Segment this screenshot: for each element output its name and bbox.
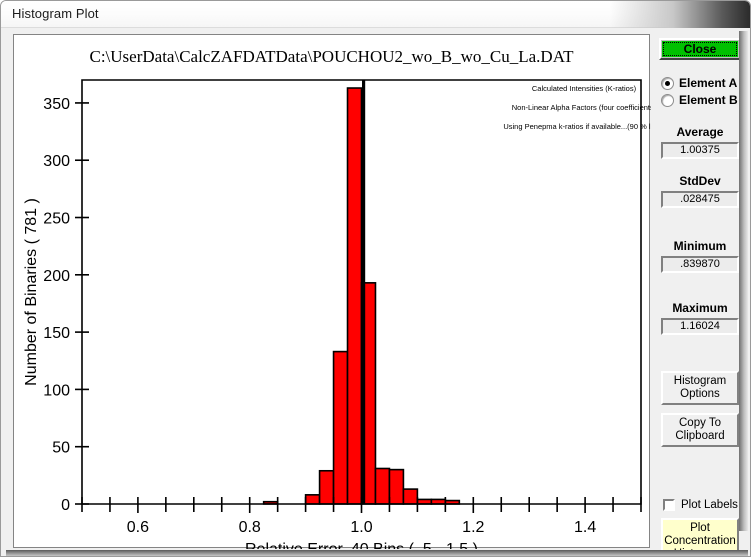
average-label: Average — [676, 125, 724, 139]
maximum-label: Maximum — [672, 301, 728, 315]
plot-labels-label: Plot Labels — [681, 499, 738, 511]
histogram-options-line1: Histogram — [673, 375, 727, 387]
y-tick-label: 0 — [61, 497, 70, 514]
x-tick-label: 1.2 — [462, 519, 484, 536]
radio-element-b-label: Element B — [679, 93, 738, 107]
window-bottom-shadow — [6, 550, 748, 556]
histogram-bar — [388, 468, 405, 505]
radio-dot-a-icon — [661, 76, 674, 90]
window-titlebar: Histogram Plot — [1, 1, 750, 28]
histogram-bar — [346, 87, 363, 505]
x-tick-label: 1.0 — [350, 519, 372, 536]
stddev-value: .028475 — [661, 191, 739, 208]
copy-clipboard-line1: Copy To — [679, 417, 721, 429]
window-client-area: C:\UserData\CalcZAFDATData\POUCHOU2_wo_B… — [6, 29, 747, 556]
x-tick-label: 0.6 — [127, 519, 149, 536]
histogram-bar — [318, 469, 335, 505]
close-button-label: Close — [683, 42, 717, 56]
histogram-bar — [304, 494, 321, 505]
y-tick-label: 100 — [43, 382, 70, 399]
histogram-bar — [332, 350, 349, 505]
plot-conc-line1: Plot — [690, 521, 710, 534]
y-tick-label: 250 — [43, 211, 70, 228]
maximum-value: 1.16024 — [661, 318, 739, 335]
window-title: Histogram Plot — [12, 6, 99, 21]
x-axis-title: Relative Error, 40 Bins ( .5 - 1.5 ) — [245, 541, 478, 549]
histogram-bar — [374, 467, 391, 505]
y-tick-label: 50 — [52, 440, 70, 457]
x-tick-label: 0.8 — [239, 519, 261, 536]
copy-clipboard-line2: Clipboard — [675, 430, 725, 442]
control-panel: Close Element A Element B Average 1.0037… — [654, 32, 746, 556]
y-tick-label: 150 — [43, 325, 70, 342]
plot-annotation-3: Using Penepma k-ratios if available...(9… — [503, 122, 651, 131]
y-tick-label: 300 — [43, 153, 70, 170]
y-tick-label: 200 — [43, 268, 70, 285]
histogram-bar — [402, 488, 419, 505]
minimum-label: Minimum — [673, 239, 727, 253]
plot-annotation-1: Calculated Intensities (K-ratios) — [532, 84, 637, 93]
histogram-options-button[interactable]: Histogram Options — [661, 371, 739, 405]
minimum-value: .839870 — [661, 256, 739, 273]
plot-panel: C:\UserData\CalcZAFDATData\POUCHOU2_wo_B… — [13, 34, 651, 549]
plot-file-title: C:\UserData\CalcZAFDATData\POUCHOU2_wo_B… — [89, 47, 574, 66]
radio-dot-b-icon — [661, 93, 674, 107]
plot-frame — [81, 79, 642, 505]
plot-annotation-2: Non-Linear Alpha Factors (four coefficie… — [512, 103, 651, 112]
radio-element-b[interactable]: Element B — [661, 93, 738, 107]
histogram-chart: Calculated Intensities (K-ratios) Non-Lin… — [23, 79, 651, 549]
titlebar-gradient — [610, 1, 750, 28]
copy-to-clipboard-button[interactable]: Copy To Clipboard — [661, 413, 739, 447]
x-tick-label: 1.4 — [574, 519, 596, 536]
plot-labels-checkbox[interactable]: Plot Labels — [663, 499, 738, 511]
histogram-options-line2: Options — [680, 388, 720, 400]
y-tick-label: 350 — [43, 96, 70, 113]
plot-conc-line2: Concentration — [664, 534, 736, 547]
y-axis-title: Number of Binaries ( 781 ) — [23, 198, 40, 386]
stddev-label: StdDev — [679, 174, 721, 188]
average-value: 1.00375 — [661, 142, 739, 159]
close-button[interactable]: Close — [659, 38, 741, 60]
checkbox-box-icon — [663, 499, 675, 511]
radio-element-a-label: Element A — [679, 76, 738, 90]
radio-element-a[interactable]: Element A — [661, 76, 737, 90]
plot-concentration-histogram-button[interactable]: Plot Concentration Histogram — [661, 518, 739, 556]
window-right-shadow — [739, 31, 748, 531]
